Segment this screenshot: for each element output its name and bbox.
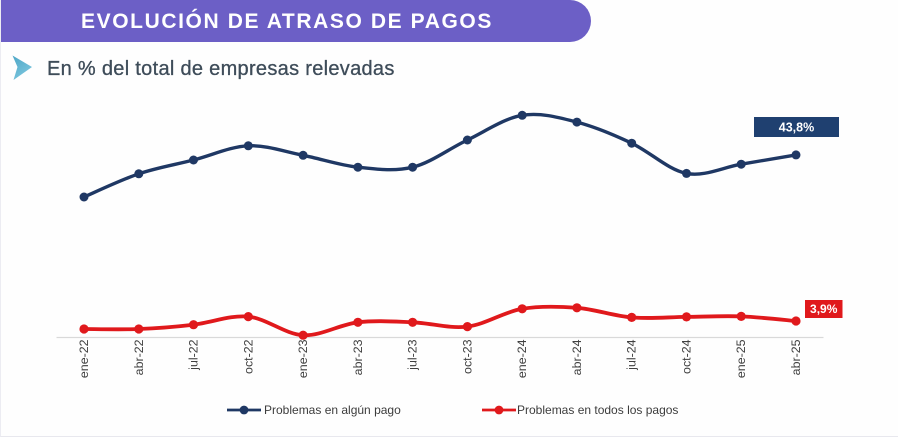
svg-text:3,9%: 3,9% — [810, 302, 838, 316]
svg-text:ene-24: ene-24 — [515, 339, 529, 378]
svg-text:ene-25: ene-25 — [734, 339, 748, 378]
svg-text:ene-22: ene-22 — [77, 339, 91, 378]
svg-text:Problemas en todos los pagos: Problemas en todos los pagos — [517, 403, 678, 417]
svg-text:abr-24: abr-24 — [570, 339, 584, 375]
svg-text:43,8%: 43,8% — [779, 121, 814, 135]
svg-text:oct-22: oct-22 — [241, 339, 255, 374]
svg-text:oct-23: oct-23 — [460, 339, 474, 374]
svg-text:jul-23: jul-23 — [406, 339, 420, 370]
svg-text:jul-22: jul-22 — [187, 339, 201, 370]
svg-text:abr-23: abr-23 — [351, 339, 365, 375]
svg-text:jul-24: jul-24 — [625, 339, 639, 370]
svg-text:oct-24: oct-24 — [680, 339, 694, 374]
svg-text:abr-25: abr-25 — [789, 339, 803, 375]
svg-text:abr-22: abr-22 — [132, 339, 146, 375]
svg-text:ene-23: ene-23 — [296, 339, 310, 378]
svg-text:Problemas en algún pago: Problemas en algún pago — [264, 403, 401, 417]
